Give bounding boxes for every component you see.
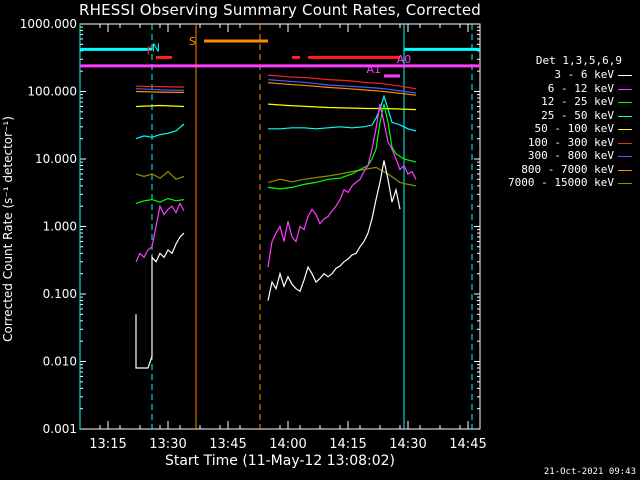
series-line <box>268 94 417 132</box>
legend-swatch <box>618 183 632 184</box>
legend-item: 3 - 6 keV <box>478 68 636 82</box>
series-line <box>135 88 185 91</box>
series-line <box>267 160 401 301</box>
legend-item-label: 50 - 100 keV <box>534 122 614 135</box>
y-tick-label: 0.001 <box>43 422 77 436</box>
legend-swatch <box>618 142 632 144</box>
series-line <box>135 170 185 180</box>
flag-label: F <box>147 44 153 57</box>
chart-title: RHESSI Observing Summary Count Rates, Co… <box>78 1 481 19</box>
series-line <box>267 79 417 94</box>
series-line <box>267 103 417 190</box>
series-line <box>135 232 185 369</box>
series-line <box>135 90 185 93</box>
y-tick-label: 1000.000 <box>20 17 77 31</box>
x-tick-label: 14:45 <box>449 437 486 452</box>
flag-label: N <box>152 41 160 54</box>
legend-item-label: 6 - 12 keV <box>547 81 614 95</box>
legend-item-label: 25 - 50 keV <box>541 108 614 122</box>
y-tick-label: 0.100 <box>43 287 77 301</box>
legend-item: 12 - 25 keV <box>478 95 636 109</box>
y-tick-label: 1.000 <box>43 220 77 234</box>
legend-swatch <box>618 102 632 103</box>
legend-item: 300 - 800 keV <box>478 149 636 163</box>
flag-label: A0 <box>397 53 412 66</box>
series-line <box>267 166 417 187</box>
legend-item: 7000 - 15000 keV <box>478 176 636 190</box>
legend: Det 1,3,5,6,9 3 - 6 keV 6 - 12 keV 12 - 25… <box>478 54 636 190</box>
legend-item-label: 7000 - 15000 keV <box>508 176 614 189</box>
series-line <box>135 197 185 204</box>
x-tick-label: 14:30 <box>389 437 426 452</box>
legend-swatch <box>618 75 632 76</box>
series-line <box>135 123 185 140</box>
series-line <box>267 103 417 268</box>
x-tick-label: 13:15 <box>89 437 126 452</box>
series-line <box>135 104 185 108</box>
legend-swatch <box>618 169 632 171</box>
x-tick-label: 13:30 <box>149 437 186 452</box>
legend-swatch <box>618 156 632 157</box>
legend-item: 25 - 50 keV <box>478 109 636 123</box>
legend-swatch <box>618 88 632 90</box>
y-axis-label: Corrected Count Rate (s⁻¹ detector⁻¹) <box>1 116 15 342</box>
legend-item-label: 100 - 300 keV <box>527 135 614 149</box>
legend-swatch <box>618 129 632 130</box>
series-line <box>267 74 417 90</box>
legend-item-label: 300 - 800 keV <box>527 149 614 162</box>
legend-item: 800 - 7000 keV <box>478 163 636 177</box>
series-line <box>135 202 185 263</box>
legend-swatch <box>618 115 632 117</box>
y-tick-label: 0.010 <box>43 355 77 369</box>
series-line <box>267 103 417 111</box>
y-tick-label: 10.000 <box>35 152 77 166</box>
series-line <box>135 85 185 88</box>
legend-item: 100 - 300 keV <box>478 136 636 150</box>
flag-label: S <box>189 35 196 48</box>
series-line <box>267 82 417 96</box>
legend-item-label: 800 - 7000 keV <box>521 162 614 176</box>
legend-title: Det 1,3,5,6,9 <box>535 54 622 67</box>
x-tick-label: 14:15 <box>329 437 366 452</box>
x-tick-label: 14:00 <box>269 437 306 452</box>
legend-item-label: 3 - 6 keV <box>554 68 614 81</box>
timestamp: 21-Oct-2021 09:43 <box>543 467 636 477</box>
y-tick-label: 100.000 <box>27 85 77 99</box>
legend-item: 6 - 12 keV <box>478 82 636 96</box>
x-tick-label: 13:45 <box>209 437 246 452</box>
legend-item: 50 - 100 keV <box>478 122 636 136</box>
legend-item-label: 12 - 25 keV <box>541 95 614 108</box>
x-axis-label: Start Time (11-May-12 13:08:02) <box>164 453 396 469</box>
